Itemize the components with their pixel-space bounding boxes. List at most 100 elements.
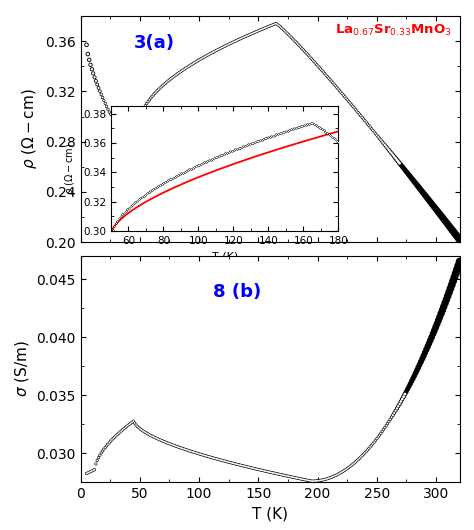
Point xyxy=(381,423,389,432)
Point xyxy=(215,45,223,54)
Point xyxy=(306,53,314,61)
Point xyxy=(393,156,401,164)
Point xyxy=(275,470,283,479)
Point xyxy=(90,466,97,474)
Point xyxy=(383,421,390,430)
Point xyxy=(303,476,311,484)
Point xyxy=(204,452,212,461)
Point xyxy=(399,162,406,171)
Point xyxy=(129,117,137,125)
Point xyxy=(358,113,366,121)
Point xyxy=(132,421,140,429)
Point xyxy=(432,323,439,331)
Point xyxy=(146,430,153,439)
Point xyxy=(337,469,345,477)
Point xyxy=(93,456,101,465)
Point xyxy=(399,395,406,403)
Point xyxy=(248,29,256,38)
Point xyxy=(281,471,288,480)
Point xyxy=(292,473,299,482)
Point xyxy=(181,445,188,453)
Point xyxy=(347,100,355,109)
Point xyxy=(377,136,384,144)
Point xyxy=(87,467,94,476)
Point xyxy=(101,99,109,108)
Point xyxy=(357,111,365,120)
Point xyxy=(87,467,94,476)
Point xyxy=(392,154,400,163)
Point xyxy=(227,39,235,47)
Point xyxy=(396,400,403,408)
Point xyxy=(222,457,229,465)
Text: La$_{0.67}$Sr$_{0.33}$MnO$_3$: La$_{0.67}$Sr$_{0.33}$MnO$_3$ xyxy=(336,23,452,38)
Point xyxy=(187,60,195,69)
Point xyxy=(357,453,365,461)
Point xyxy=(352,105,359,113)
Point xyxy=(144,98,152,106)
Point xyxy=(209,48,216,57)
Point xyxy=(346,99,354,107)
Point xyxy=(219,43,227,51)
Point xyxy=(214,46,221,54)
Point xyxy=(143,429,151,437)
Point xyxy=(365,121,373,130)
Point xyxy=(285,472,292,481)
Point xyxy=(270,20,278,29)
Point xyxy=(277,23,284,31)
Point xyxy=(365,444,373,453)
Point xyxy=(436,210,444,218)
Point xyxy=(326,473,334,482)
Point xyxy=(160,437,168,446)
Point xyxy=(142,102,149,110)
Point xyxy=(147,94,155,102)
Point xyxy=(432,205,439,213)
Point xyxy=(158,436,165,445)
Point xyxy=(264,467,272,476)
Point xyxy=(353,456,361,465)
Point xyxy=(377,429,384,437)
Point xyxy=(231,37,239,46)
Point xyxy=(115,429,122,438)
Point xyxy=(376,431,383,439)
Point xyxy=(254,465,262,474)
Point xyxy=(258,466,265,474)
Point xyxy=(376,134,383,143)
Point xyxy=(337,88,345,96)
Point xyxy=(202,52,210,60)
Point xyxy=(233,460,240,469)
Point xyxy=(192,449,200,457)
Point xyxy=(391,152,398,161)
Point xyxy=(401,166,409,174)
Point xyxy=(250,29,257,37)
Point xyxy=(92,77,100,85)
Point xyxy=(212,455,220,463)
Point xyxy=(269,21,276,29)
Point xyxy=(290,473,298,482)
Point xyxy=(324,72,331,81)
Point xyxy=(234,460,241,469)
Point xyxy=(191,448,199,457)
Point xyxy=(140,104,148,112)
Point xyxy=(410,372,418,380)
Point xyxy=(173,69,181,78)
Point xyxy=(303,50,311,58)
Point xyxy=(101,443,109,452)
Point xyxy=(99,93,106,102)
Point xyxy=(135,423,143,432)
Point xyxy=(135,118,143,127)
Point xyxy=(402,167,410,176)
Point xyxy=(129,417,137,426)
Point xyxy=(126,420,133,429)
Point xyxy=(242,462,249,471)
Point xyxy=(147,431,155,440)
Point xyxy=(451,228,458,237)
Point xyxy=(378,427,386,436)
Point xyxy=(223,41,231,49)
Point xyxy=(407,172,414,181)
Point xyxy=(223,41,231,49)
Point xyxy=(397,161,405,169)
Point xyxy=(158,83,165,91)
Point xyxy=(455,261,462,270)
Point xyxy=(132,118,140,126)
Point xyxy=(239,33,247,42)
